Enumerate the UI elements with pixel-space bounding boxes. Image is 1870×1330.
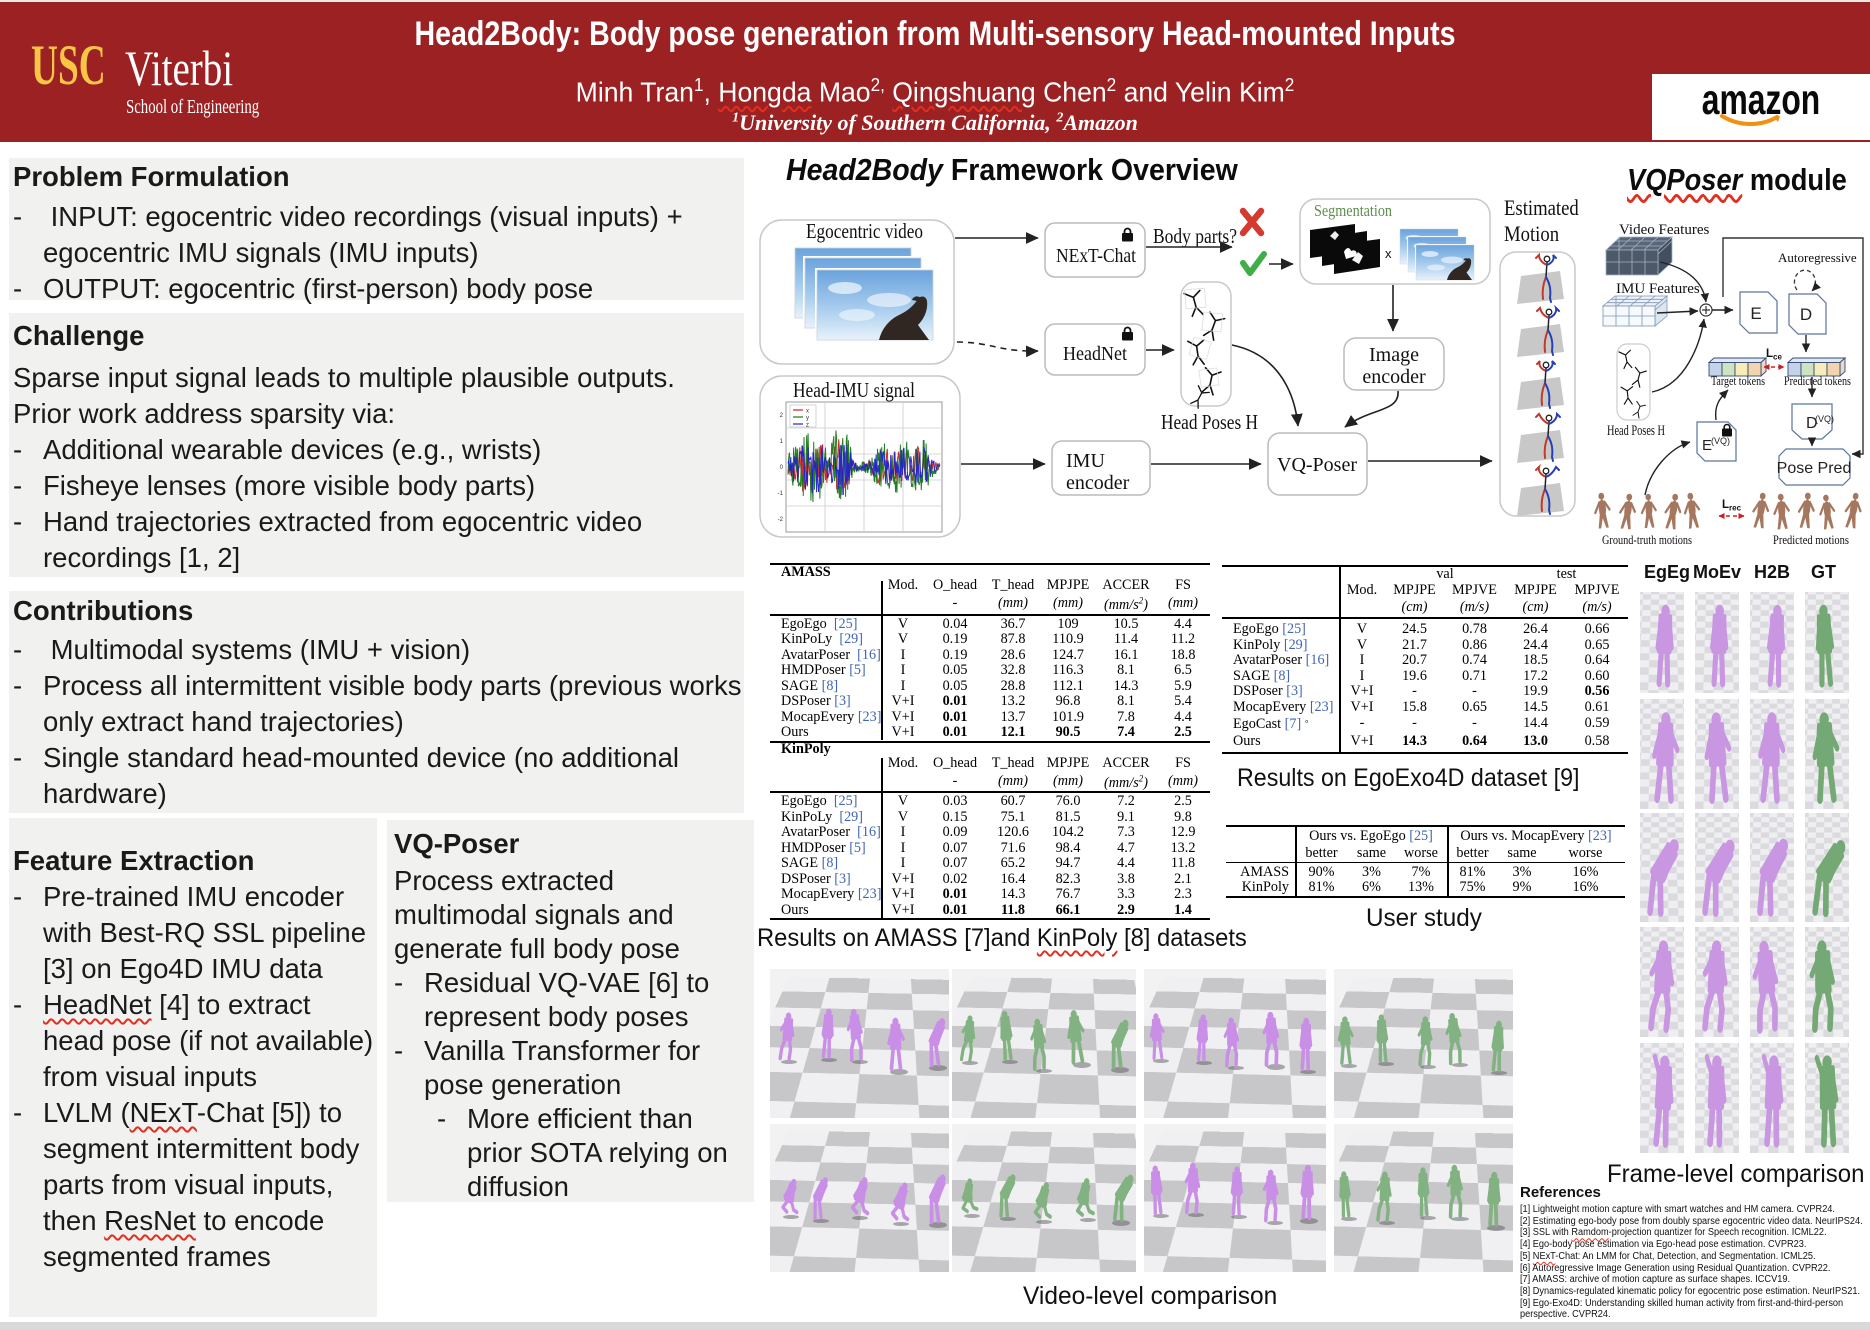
- svg-text:x: x: [1385, 246, 1392, 261]
- svg-text:Lrec: Lrec: [1722, 499, 1742, 513]
- svg-text:0: 0: [780, 465, 784, 471]
- svg-text:encoder: encoder: [1066, 472, 1130, 494]
- svg-text:IMU: IMU: [1066, 450, 1105, 472]
- svg-text:IMU Features: IMU Features: [1616, 281, 1700, 297]
- svg-text:Predicted motions: Predicted motions: [1773, 532, 1849, 547]
- svg-text:z: z: [806, 423, 809, 429]
- svg-text:(VQ): (VQ): [1711, 436, 1730, 446]
- svg-text:Head-IMU signal: Head-IMU signal: [793, 378, 915, 402]
- svg-text:-2: -2: [778, 517, 784, 523]
- svg-text:-1: -1: [778, 491, 784, 497]
- svg-text:VQ-Poser: VQ-Poser: [1277, 454, 1357, 476]
- svg-text:E: E: [1750, 304, 1761, 323]
- svg-text:Image: Image: [1369, 344, 1419, 366]
- svg-text:Lce: Lce: [1766, 348, 1782, 362]
- svg-text:Ground-truth motions: Ground-truth motions: [1602, 532, 1692, 547]
- svg-text:Head Poses H: Head Poses H: [1161, 410, 1258, 434]
- svg-text:HeadNet: HeadNet: [1063, 343, 1127, 365]
- svg-text:D: D: [1800, 305, 1812, 324]
- svg-text:Predicted tokens: Predicted tokens: [1784, 373, 1851, 388]
- svg-text:Segmentation: Segmentation: [1314, 201, 1392, 220]
- svg-text:NExT-Chat: NExT-Chat: [1056, 245, 1136, 267]
- svg-text:1: 1: [780, 439, 784, 445]
- svg-text:(VQ): (VQ): [1815, 414, 1834, 424]
- svg-text:Egocentric video: Egocentric video: [806, 219, 923, 243]
- svg-text:Body parts?: Body parts?: [1153, 224, 1237, 248]
- svg-text:y: y: [806, 416, 809, 422]
- svg-text:Video Features: Video Features: [1619, 222, 1709, 238]
- svg-text:Target tokens: Target tokens: [1711, 373, 1765, 388]
- svg-text:2: 2: [780, 413, 784, 419]
- svg-text:Pose Pred: Pose Pred: [1777, 460, 1852, 477]
- svg-text:E: E: [1702, 437, 1712, 454]
- svg-text:D: D: [1806, 415, 1818, 432]
- svg-text:encoder: encoder: [1362, 366, 1426, 388]
- svg-text:Head Poses H: Head Poses H: [1607, 423, 1665, 439]
- svg-text:Autoregressive: Autoregressive: [1778, 250, 1857, 265]
- svg-text:x: x: [806, 409, 809, 415]
